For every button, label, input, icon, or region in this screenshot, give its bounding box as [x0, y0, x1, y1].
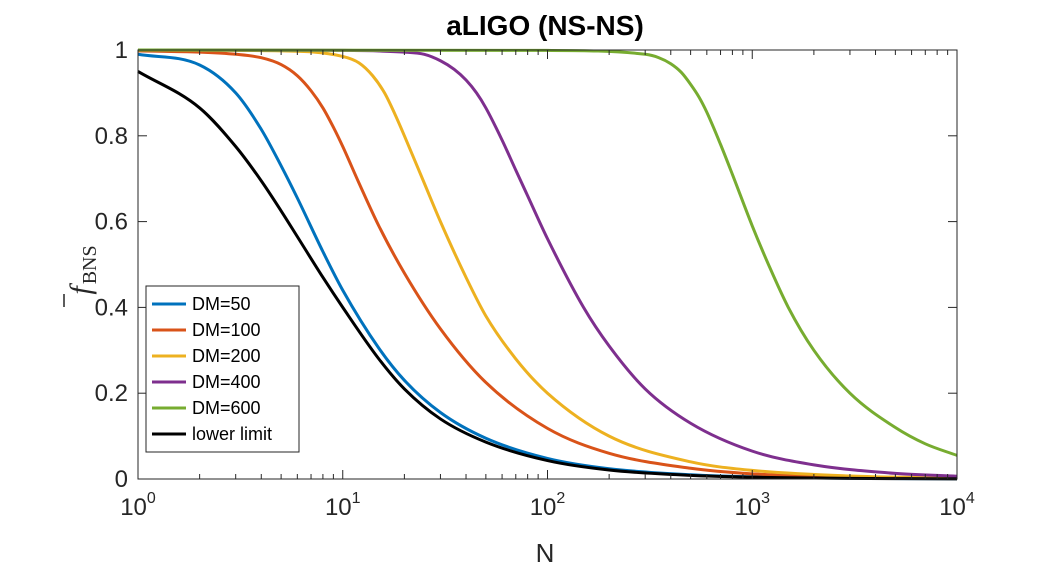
- x-tick-label-exponent: 0: [147, 490, 156, 507]
- x-tick-label-base: 10: [734, 494, 761, 521]
- series-line-2: [137, 48, 958, 480]
- series-line-4: [137, 48, 958, 457]
- x-tick-label: 104: [939, 490, 975, 521]
- x-tick-label-base: 10: [120, 494, 147, 521]
- y-tick-label: 0.6: [95, 209, 128, 236]
- svg-text:fBNS: fBNS: [64, 245, 101, 294]
- legend-label-4: DM=600: [192, 398, 261, 418]
- series-line-3: [137, 48, 958, 478]
- x-tick-label-base: 10: [325, 494, 352, 521]
- legend-label-2: DM=200: [192, 346, 261, 366]
- chart-title: aLIGO (NS-NS): [446, 10, 644, 41]
- series-line-1: [137, 49, 958, 480]
- x-axis-label: N: [536, 538, 555, 568]
- y-tick-label: 1: [115, 37, 128, 64]
- legend-label-1: DM=100: [192, 320, 261, 340]
- y-tick-label: 0.2: [95, 380, 128, 407]
- legend-label-0: DM=50: [192, 294, 251, 314]
- legend-box: [145, 285, 300, 453]
- legend-label-3: DM=400: [192, 372, 261, 392]
- x-tick-label-base: 10: [530, 494, 557, 521]
- series-line-5: [137, 70, 958, 481]
- x-tick-label: 102: [530, 490, 566, 521]
- x-tick-label: 101: [325, 490, 361, 521]
- x-tick-label-exponent: 3: [761, 490, 770, 507]
- y-tick-label: 0: [115, 466, 128, 493]
- x-tick-label-exponent: 2: [556, 490, 565, 507]
- y-tick-label: 0.8: [95, 123, 128, 150]
- legend-label-5: lower limit: [192, 424, 272, 444]
- y-tick-label: 0.4: [95, 294, 128, 321]
- legend: DM=50 DM=100 DM=200 DM=400 DM=600 lower limit: [145, 285, 300, 453]
- x-tick-label-exponent: 4: [966, 490, 975, 507]
- y-axis-label-subscript: BNS: [79, 245, 101, 284]
- series-layer: [137, 48, 958, 481]
- x-tick-label: 100: [120, 490, 156, 521]
- x-tick-label-exponent: 1: [352, 490, 361, 507]
- x-tick-label: 103: [734, 490, 770, 521]
- x-tick-label-base: 10: [939, 494, 966, 521]
